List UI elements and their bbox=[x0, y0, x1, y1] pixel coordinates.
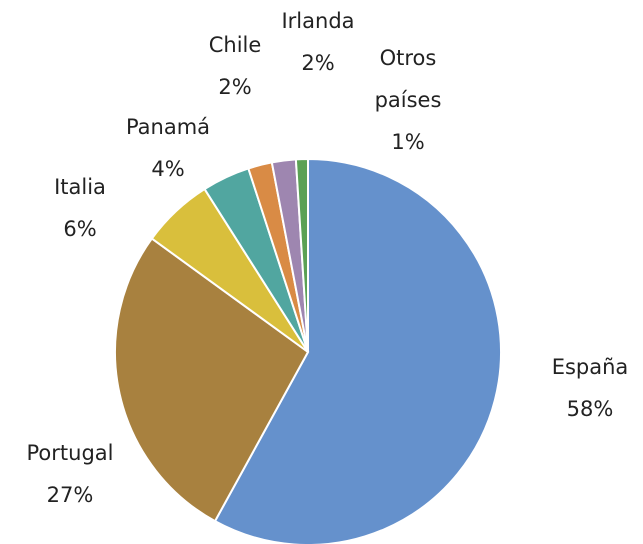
category-label: Irlanda bbox=[281, 9, 355, 33]
slice-label: Otros países 1% bbox=[375, 37, 442, 163]
value-label: 4% bbox=[151, 157, 185, 181]
category-label: Otros países bbox=[374, 46, 442, 112]
slice-label: Portugal 27% bbox=[27, 432, 114, 516]
value-label: 1% bbox=[391, 130, 425, 154]
value-label: 27% bbox=[46, 483, 94, 507]
slice-label: Chile 2% bbox=[209, 24, 262, 108]
value-label: 2% bbox=[301, 51, 335, 75]
value-label: 2% bbox=[218, 75, 252, 99]
category-label: Portugal bbox=[26, 441, 114, 465]
pie-slice bbox=[294, 157, 309, 353]
pie-slice bbox=[114, 237, 310, 523]
slice-label: Italia 6% bbox=[54, 166, 106, 250]
category-label: Panamá bbox=[125, 115, 211, 139]
category-label: Italia bbox=[54, 175, 106, 199]
value-label: 58% bbox=[566, 397, 614, 421]
pie-slice bbox=[213, 157, 502, 544]
category-label: Chile bbox=[208, 33, 262, 57]
value-label: 6% bbox=[63, 217, 97, 241]
slice-label: España 58% bbox=[552, 346, 629, 430]
slice-label: Irlanda 2% bbox=[281, 0, 354, 84]
slice-label: Panamá 4% bbox=[126, 106, 210, 190]
category-label: España bbox=[551, 355, 629, 379]
